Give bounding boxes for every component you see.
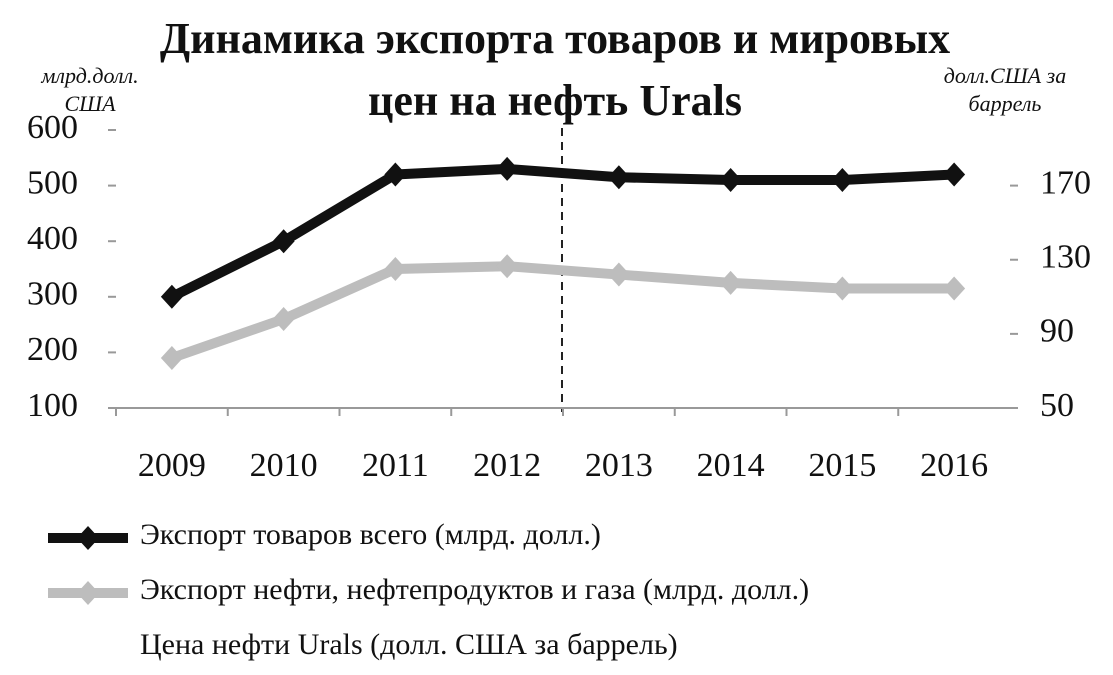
series-line	[169, 163, 955, 302]
x-tick-label: 2016	[920, 447, 988, 484]
y2-tick-label: 90	[1040, 313, 1074, 350]
x-tick-label: 2010	[250, 447, 318, 484]
marker	[272, 307, 295, 332]
marker	[607, 165, 630, 190]
marker	[831, 276, 854, 301]
legend-marker	[77, 526, 99, 550]
legend-label: Цена нефти Urals (долл. США за баррель)	[140, 628, 678, 661]
y2-tick-label: 130	[1040, 239, 1091, 276]
marker	[943, 162, 966, 187]
marker	[607, 262, 630, 287]
marker	[943, 276, 966, 301]
y2-tick-label: 50	[1040, 387, 1074, 424]
marker	[719, 168, 742, 193]
x-tick-label: 2014	[697, 447, 765, 484]
x-tick-label: 2011	[362, 447, 429, 484]
y-tick-label: 200	[27, 331, 78, 368]
legend-label: Экспорт нефти, нефтепродуктов и газа (мл…	[140, 573, 810, 606]
marker	[496, 156, 519, 181]
marker	[384, 257, 407, 281]
x-tick-label: 2013	[585, 447, 653, 484]
marker	[160, 345, 183, 370]
y-axis-label: млрд.долл. США	[41, 63, 139, 116]
y2-tick-label: 170	[1040, 164, 1091, 201]
legend-label: Экспорт товаров всего (млрд. долл.)	[140, 518, 601, 551]
y-tick-label: 100	[27, 387, 78, 424]
legend-marker	[77, 581, 99, 605]
marker	[496, 254, 519, 279]
marker	[272, 229, 295, 254]
y-tick-label: 300	[27, 276, 78, 313]
marker	[831, 168, 854, 193]
y2-axis-label: долл.США за баррель	[943, 63, 1067, 116]
x-tick-label: 2012	[473, 447, 541, 484]
chart-title: Динамика экспорта товаров и мировых цен …	[159, 14, 951, 125]
marker	[160, 284, 183, 309]
marker	[719, 270, 742, 295]
x-tick-label: 2015	[808, 447, 876, 484]
series-line	[170, 261, 955, 363]
y-tick-label: 500	[27, 164, 78, 201]
x-tick-label: 2009	[138, 447, 206, 484]
y-tick-label: 600	[27, 109, 78, 146]
marker	[384, 162, 407, 187]
y-tick-label: 400	[27, 220, 78, 257]
